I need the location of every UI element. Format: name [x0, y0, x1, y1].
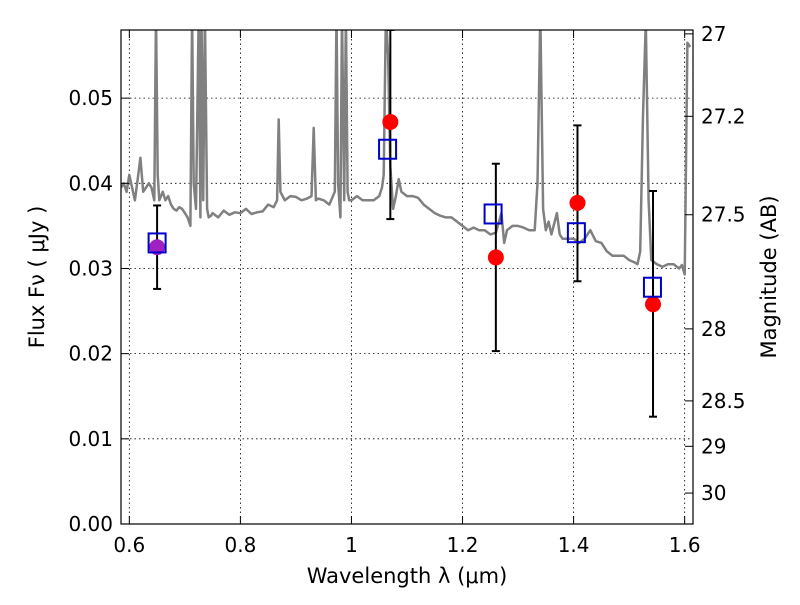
mag-tick-label: 27.2 — [701, 104, 746, 128]
observed-point — [645, 296, 662, 313]
y-tick-label: 0.01 — [68, 427, 113, 451]
x-tick-label: 0.8 — [224, 533, 256, 557]
observed-point — [382, 113, 399, 130]
model-point — [378, 138, 398, 160]
x-tick-label: 1.6 — [669, 533, 701, 557]
x-tick-label: 1.2 — [447, 533, 479, 557]
mag-tick-label: 29 — [701, 434, 726, 458]
plot-frame — [120, 29, 694, 525]
observed-points — [149, 113, 662, 313]
y-tick-label: 0.03 — [68, 256, 113, 280]
mag-tick-label: 27 — [701, 22, 726, 46]
model-points — [147, 138, 662, 298]
mag-tick-label: 28 — [701, 317, 726, 341]
spectrum-line — [121, 30, 692, 276]
mag-tick-label: 27.5 — [701, 203, 746, 227]
observed-point — [149, 239, 166, 256]
x-tick-label: 1 — [345, 533, 358, 557]
mag-tick-label: 28.5 — [701, 389, 746, 413]
y-tick-label: 0.00 — [68, 512, 113, 536]
axis-ticks: 0.6 0.8 1 1.2 1.4 1.6 0.00 0.01 0.02 0.03 0.04 0.05… — [68, 22, 745, 557]
y-axis-label: Flux Fν ( μJy ) — [25, 206, 49, 349]
y-tick-label: 0.04 — [68, 171, 113, 195]
y2-axis-label: Magnitude (AB) — [757, 195, 781, 358]
x-tick-label: 0.6 — [113, 533, 145, 557]
model-point — [483, 203, 503, 225]
observed-point — [569, 194, 586, 211]
y-tick-label: 0.02 — [68, 342, 113, 366]
observed-point — [487, 249, 504, 266]
x-tick-label: 1.4 — [558, 533, 590, 557]
x-axis-label: Wavelength λ (μm) — [307, 564, 508, 588]
model-point — [147, 232, 167, 254]
model-point — [642, 276, 662, 298]
mag-tick-label: 30 — [701, 481, 726, 505]
model-point — [566, 222, 586, 244]
template-spectrum — [121, 30, 692, 276]
y-tick-label: 0.05 — [68, 86, 113, 110]
